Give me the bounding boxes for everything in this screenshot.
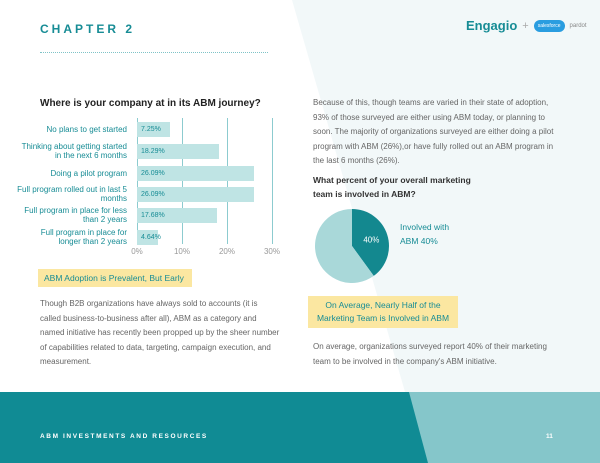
bar <box>137 122 170 137</box>
bar-category-label: Doing a pilot program <box>50 169 127 178</box>
gridline <box>182 118 183 244</box>
right-paragraph: Because of this, though teams are varied… <box>313 98 554 165</box>
plus-sign: + <box>522 19 529 32</box>
bar <box>137 166 255 181</box>
chapter-label: CHAPTER 2 <box>40 22 136 36</box>
divider <box>40 52 268 53</box>
x-tick-label: 0% <box>131 247 143 256</box>
bar-category-label: Full program rolled out in last 5 months <box>17 185 127 203</box>
bar-value-label: 4.64% <box>141 234 161 241</box>
bar-value-label: 18.29% <box>141 148 165 155</box>
bar-value-label: 26.09% <box>141 170 165 177</box>
pie-slice <box>315 209 374 283</box>
x-tick-label: 30% <box>263 247 280 256</box>
pie-legend-line1: Involved with <box>400 222 450 232</box>
bar-category-label: Thinking about getting started in the ne… <box>21 142 127 160</box>
gridline <box>227 118 228 244</box>
pardot-logo: pardot <box>569 22 587 29</box>
bar-value-label: 17.68% <box>141 212 165 219</box>
pie-slice-label: 40% <box>363 236 379 245</box>
right-paragraph-2: On average, organizations surveyed repor… <box>313 342 547 366</box>
footer-section: ABM INVESTMENTS AND RESOURCES <box>40 433 208 440</box>
x-tick-label: 20% <box>218 247 235 256</box>
bar <box>137 187 255 202</box>
pie-legend: Involved with ABM 40% <box>400 220 449 248</box>
x-tick-label: 10% <box>173 247 190 256</box>
bar-category-label: Full program in place for longer than 2 … <box>40 228 127 246</box>
footer-accent <box>409 392 600 463</box>
left-paragraph: Though B2B organizations have always sol… <box>40 299 280 366</box>
bar <box>137 230 158 245</box>
page-number: 11 <box>546 433 553 440</box>
pie-chart: 40% <box>315 209 389 283</box>
tint-panel <box>292 0 600 392</box>
callout-line1: On Average, Nearly Half of the <box>325 300 441 310</box>
pie-legend-line2: ABM 40% <box>400 236 438 246</box>
engagio-logo: Engagio <box>466 18 518 33</box>
logo: Engagio + salesforce pardot <box>466 18 587 33</box>
bar <box>137 144 220 159</box>
pie-chart-title: What percent of your overall marketing t… <box>313 175 471 199</box>
bar-category-label: No plans to get started <box>46 125 128 134</box>
gridline <box>272 118 273 244</box>
bar-category-label: Full program in place for less than 2 ye… <box>24 206 127 224</box>
pie-slice <box>352 209 389 276</box>
callout-half-team: On Average, Nearly Half of the Marketing… <box>308 296 458 328</box>
bar <box>137 208 217 223</box>
gridline <box>137 118 138 244</box>
bar-value-label: 7.25% <box>141 126 161 133</box>
bar-chart-title: Where is your company at in its ABM jour… <box>40 98 261 109</box>
bar-value-label: 26.09% <box>141 191 165 198</box>
callout-line2: Marketing Team is Involved in ABM <box>316 313 450 323</box>
callout-adoption: ABM Adoption is Prevalent, But Early <box>38 269 192 287</box>
salesforce-logo: salesforce <box>533 19 565 32</box>
